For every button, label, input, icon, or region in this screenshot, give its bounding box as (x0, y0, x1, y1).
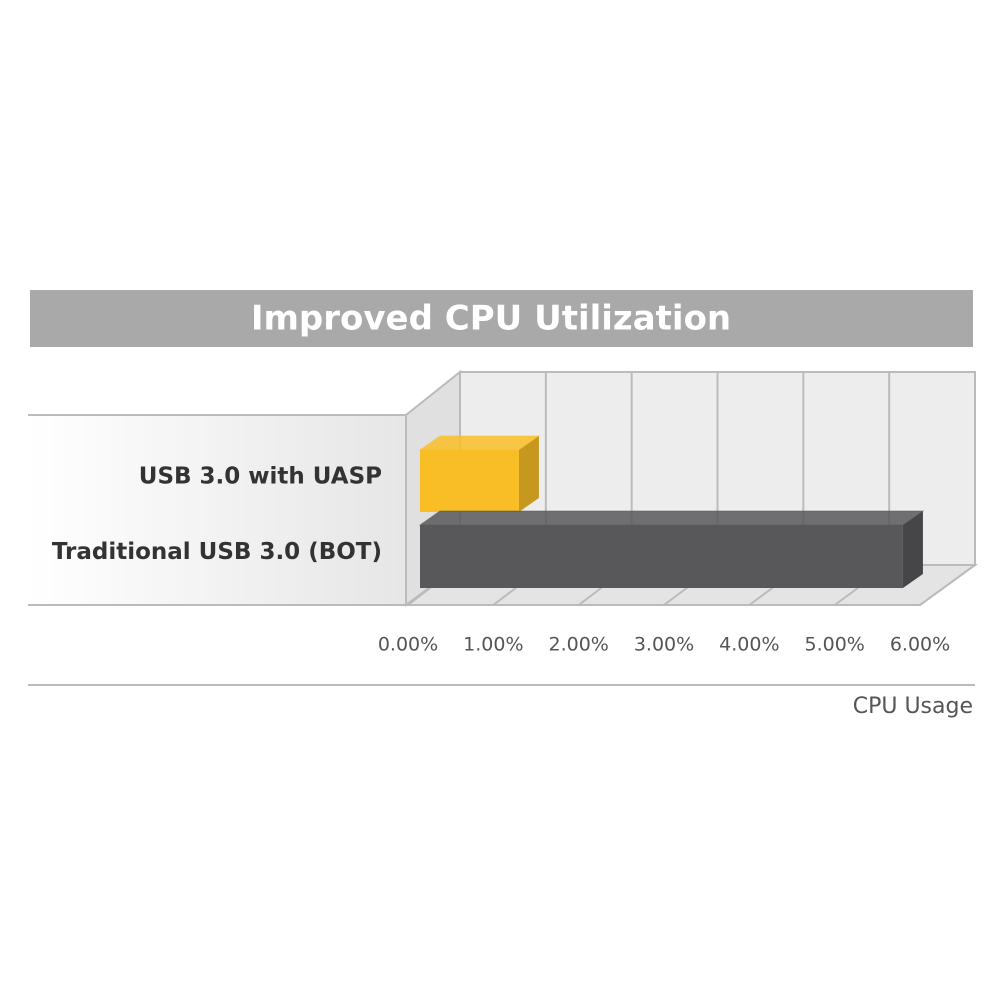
title-band (30, 290, 973, 347)
chart-title: Improved CPU Utilization (251, 299, 731, 339)
label-panel (28, 415, 406, 605)
x-tick-label: 1.00% (463, 634, 523, 656)
y-tick-label: Traditional USB 3.0 (BOT) (52, 539, 382, 565)
bar-side (518, 436, 539, 512)
grid-line (919, 564, 976, 606)
x-tick-label: 3.00% (634, 634, 694, 656)
bar (420, 525, 903, 588)
x-axis-label: CPU Usage (853, 694, 973, 719)
bar-side (902, 511, 923, 588)
x-tick-label: 6.00% (890, 634, 950, 656)
x-tick-label: 5.00% (804, 634, 864, 656)
x-tick-label: 2.00% (548, 634, 608, 656)
bar-top (418, 435, 541, 451)
y-tick-label: USB 3.0 with UASP (139, 464, 382, 490)
x-tick-label: 0.00% (378, 634, 438, 656)
x-tick-label: 4.00% (719, 634, 779, 656)
bar-top (418, 510, 925, 526)
bar (420, 450, 519, 512)
